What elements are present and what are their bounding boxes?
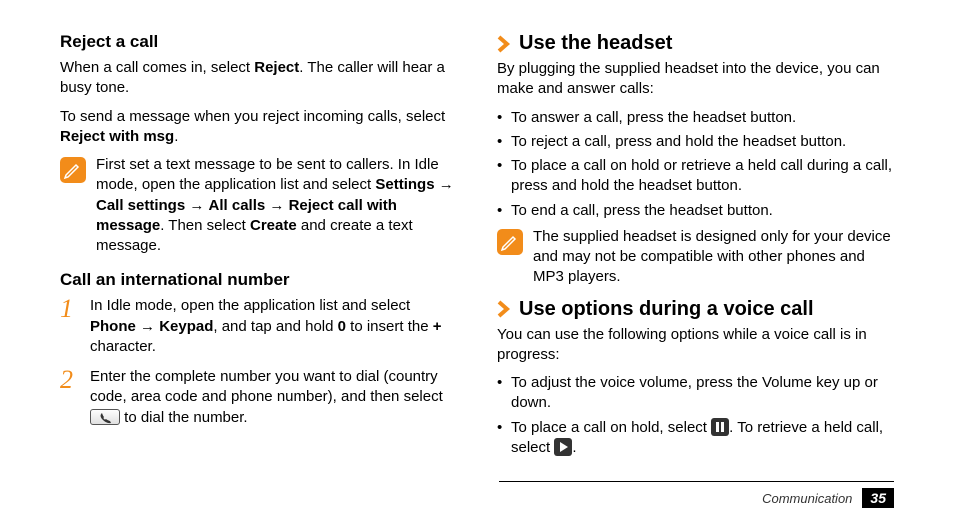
bullet-item: To place a call on hold or retrieve a he… [497,156,894,197]
page-number: 35 [862,488,894,508]
footer-section: Communication [762,491,852,506]
headset-note: The supplied headset is designed only fo… [497,227,894,288]
chevron-icon [497,35,511,53]
reject-p2: To send a message when you reject incomi… [60,107,457,148]
options-intro: You can use the following options while … [497,325,894,366]
footer-rule [499,481,894,482]
headset-heading: Use the headset [497,32,894,55]
note-icon [60,157,86,183]
bullet-item: To place a call on hold, select . To ret… [497,418,894,459]
step-1: 1 In Idle mode, open the application lis… [60,296,457,357]
options-heading: Use options during a voice call [497,298,894,321]
reject-p1: When a call comes in, select Reject. The… [60,58,457,99]
note-icon [497,229,523,255]
step-number: 1 [60,296,80,357]
options-bullets: To adjust the voice volume, press the Vo… [497,373,894,458]
left-column: Reject a call When a call comes in, sele… [60,32,457,508]
reject-note-text: First set a text message to be sent to c… [96,155,457,256]
play-icon [554,438,572,456]
intl-heading: Call an international number [60,270,457,290]
chevron-icon [497,300,511,318]
bullet-item: To end a call, press the headset button. [497,201,894,221]
manual-page: Reject a call When a call comes in, sele… [0,0,954,518]
headset-bullets: To answer a call, press the headset butt… [497,108,894,221]
headset-intro: By plugging the supplied headset into th… [497,59,894,100]
step-2: 2 Enter the complete number you want to … [60,367,457,428]
reject-call-heading: Reject a call [60,32,457,52]
intl-steps: 1 In Idle mode, open the application lis… [60,296,457,428]
headset-note-text: The supplied headset is designed only fo… [533,227,894,288]
right-column: Use the headset By plugging the supplied… [497,32,894,508]
bullet-item: To adjust the voice volume, press the Vo… [497,373,894,414]
bullet-item: To answer a call, press the headset butt… [497,108,894,128]
bullet-item: To reject a call, press and hold the hea… [497,132,894,152]
dial-icon [90,409,120,425]
pause-icon [711,418,729,436]
page-footer: Communication 35 [762,488,894,508]
step-number: 2 [60,367,80,428]
reject-note: First set a text message to be sent to c… [60,155,457,256]
